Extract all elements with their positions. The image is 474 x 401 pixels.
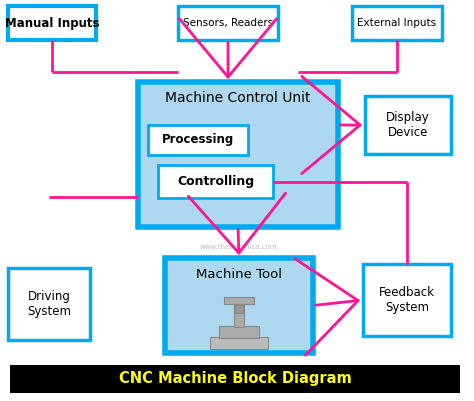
Text: CNC Machine Block Diagram: CNC Machine Block Diagram <box>118 371 351 387</box>
FancyBboxPatch shape <box>352 6 442 40</box>
FancyBboxPatch shape <box>8 6 96 40</box>
FancyBboxPatch shape <box>8 268 90 340</box>
FancyBboxPatch shape <box>165 258 313 353</box>
FancyBboxPatch shape <box>236 305 243 313</box>
FancyBboxPatch shape <box>219 326 259 338</box>
FancyBboxPatch shape <box>363 264 451 336</box>
Text: Driving
System: Driving System <box>27 290 71 318</box>
FancyBboxPatch shape <box>210 337 268 349</box>
Text: Machine Control Unit: Machine Control Unit <box>165 91 311 105</box>
Text: Manual Inputs: Manual Inputs <box>5 16 99 30</box>
Text: Display
Device: Display Device <box>386 111 430 139</box>
FancyBboxPatch shape <box>234 298 244 328</box>
FancyBboxPatch shape <box>178 6 278 40</box>
Text: Feedback
System: Feedback System <box>379 286 435 314</box>
Text: Controlling: Controlling <box>177 175 254 188</box>
Text: Processing: Processing <box>162 134 234 146</box>
FancyBboxPatch shape <box>365 96 451 154</box>
Text: Machine Tool: Machine Tool <box>196 267 282 281</box>
FancyBboxPatch shape <box>148 125 248 155</box>
FancyBboxPatch shape <box>10 365 460 393</box>
FancyBboxPatch shape <box>138 82 338 227</box>
FancyBboxPatch shape <box>158 165 273 198</box>
Text: External Inputs: External Inputs <box>357 18 437 28</box>
FancyBboxPatch shape <box>224 297 255 304</box>
Text: Sensors, Readers: Sensors, Readers <box>183 18 273 28</box>
Text: www.thetechnica.com: www.thetechnica.com <box>199 244 277 250</box>
